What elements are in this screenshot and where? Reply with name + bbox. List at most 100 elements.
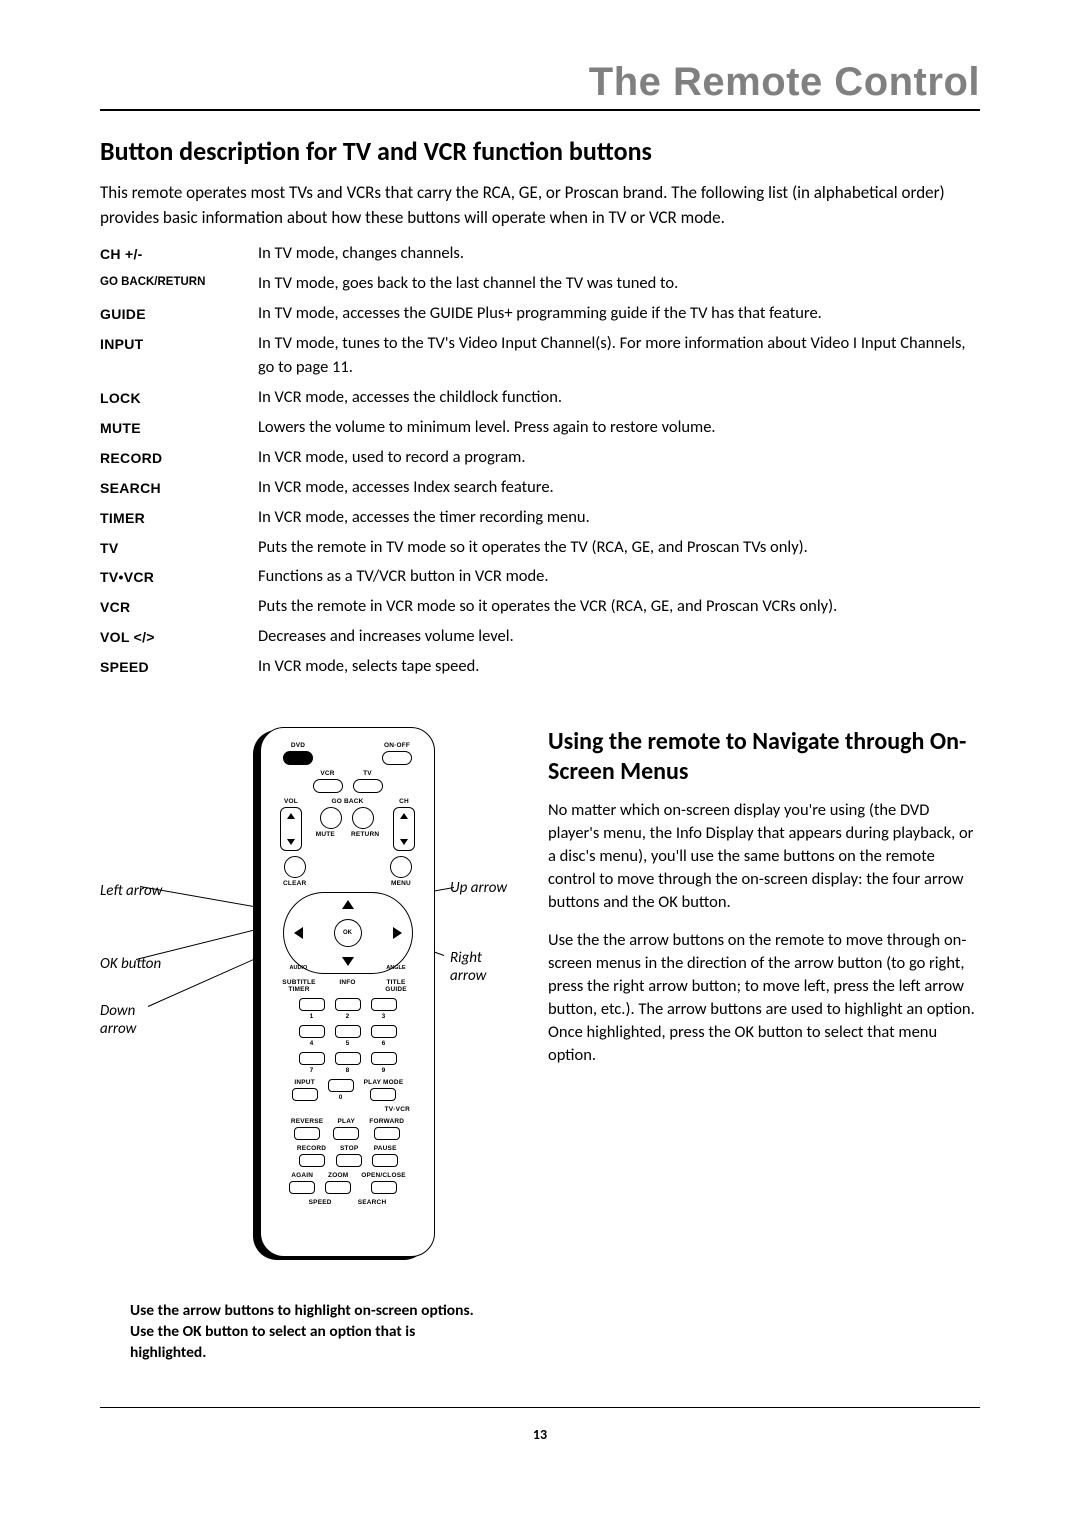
- ok-button: OK: [334, 919, 362, 947]
- bottom-rule: [100, 1407, 980, 1408]
- definition-desc: Puts the remote in TV mode so it operate…: [258, 536, 980, 560]
- chapter-title: The Remote Control: [100, 60, 980, 105]
- remote-label: AGAIN: [291, 1172, 313, 1179]
- vol-ch-cluster: VOL GO BACK MUTE RETURN: [275, 798, 420, 851]
- record-button: [299, 1154, 325, 1167]
- remote-label: 5: [346, 1040, 350, 1047]
- menu-button: [390, 856, 412, 878]
- tvvcr-row: TV·VCR: [275, 1106, 420, 1113]
- definition-desc: In VCR mode, accesses the childlock func…: [258, 386, 980, 410]
- num-3-button: [371, 998, 397, 1011]
- remote-label: SPEED: [309, 1199, 332, 1206]
- remote-label: ANGLE: [386, 965, 405, 971]
- numpad-row: 789: [275, 1052, 420, 1074]
- callout-left-arrow: Left arrow: [100, 882, 170, 900]
- remote-label: 3: [382, 1013, 386, 1020]
- remote-label: MUTE: [316, 831, 335, 838]
- playmode-button: [370, 1088, 396, 1101]
- remote-label: AUDIO: [290, 965, 308, 971]
- definition-term: LOCK: [100, 386, 250, 410]
- definition-term: RECORD: [100, 446, 250, 470]
- pause-button: [372, 1154, 398, 1167]
- play-button: [333, 1127, 359, 1140]
- num-1-button: [299, 998, 325, 1011]
- remote-label: INFO: [339, 979, 355, 993]
- num-6-button: [371, 1025, 397, 1038]
- transport-row: AGAIN ZOOM OPEN/CLOSE: [275, 1172, 420, 1194]
- dvd-button: [283, 751, 313, 765]
- callout-right-arrow: Right arrow: [450, 949, 520, 985]
- remote-label: 1: [310, 1013, 314, 1020]
- remote-row: CLEAR MENU: [275, 856, 420, 887]
- page: The Remote Control Button description fo…: [0, 0, 1080, 1483]
- intro-paragraph: This remote operates most TVs and VCRs t…: [100, 181, 980, 230]
- remote-label: 8: [346, 1067, 350, 1074]
- definition-list: CH +/- In TV mode, changes channels. GO BA…: [100, 242, 980, 679]
- definition-desc: Functions as a TV/VCR button in VCR mode…: [258, 565, 980, 589]
- zoom-button: [325, 1181, 351, 1194]
- definition-term: SPEED: [100, 655, 250, 679]
- definition-term: TV: [100, 536, 250, 560]
- mid-buttons: GO BACK MUTE RETURN: [316, 798, 380, 851]
- remote-label: PAUSE: [374, 1145, 397, 1152]
- definition-desc: In VCR mode, accesses Index search featu…: [258, 476, 980, 500]
- definition-desc: In TV mode, changes channels.: [258, 242, 980, 266]
- remote-label-row: SUBTITLE TIMER INFO TITLE GUIDE: [275, 979, 420, 993]
- definition-term: CH +/-: [100, 242, 250, 266]
- num-4-button: [299, 1025, 325, 1038]
- remote-label: ON·OFF: [384, 742, 410, 749]
- callout-ok-button: OK button: [100, 955, 170, 973]
- section-title: Button description for TV and VCR functi…: [100, 135, 980, 167]
- num-5-button: [335, 1025, 361, 1038]
- remote-label: OK: [343, 930, 352, 936]
- remote-caption: Use the arrow buttons to highlight on-sc…: [130, 1301, 490, 1364]
- remote-col-onoff: ON·OFF: [382, 742, 412, 765]
- callout-ok-button-text: OK button: [100, 955, 161, 973]
- remote-label: VCR: [320, 770, 334, 777]
- num-2-button: [335, 998, 361, 1011]
- ch-rocker: [393, 807, 415, 851]
- remote-label: 9: [382, 1067, 386, 1074]
- goback-button: [320, 807, 342, 829]
- definition-desc: In TV mode, accesses the GUIDE Plus+ pro…: [258, 302, 980, 326]
- onoff-button: [382, 751, 412, 765]
- remote-label: SUBTITLE TIMER: [281, 979, 317, 993]
- remote-label: OPEN/CLOSE: [361, 1172, 406, 1179]
- input-button: [292, 1088, 318, 1101]
- remote-column: Left arrow OK button Down arrow Up arrow: [100, 727, 520, 1379]
- tv-button: [353, 779, 383, 793]
- paragraph-2: Use the the arrow buttons on the remote …: [548, 929, 980, 1068]
- definition-term: MUTE: [100, 416, 250, 440]
- down-arrow-icon: [342, 957, 354, 966]
- remote-label: DVD: [291, 742, 305, 749]
- remote-label: SEARCH: [358, 1199, 387, 1206]
- reverse-button: [294, 1127, 320, 1140]
- remote-label: FORWARD: [369, 1118, 404, 1125]
- ch-side: CH: [390, 798, 418, 851]
- remote-label: VOL: [284, 798, 298, 805]
- remote-label: TV·VCR: [385, 1106, 410, 1113]
- remote-label: 6: [382, 1040, 386, 1047]
- definition-desc: In TV mode, goes back to the last channe…: [258, 272, 980, 296]
- remote-label: PLAY MODE: [364, 1079, 404, 1086]
- right-arrow-icon: [393, 927, 402, 939]
- remote-label: 2: [346, 1013, 350, 1020]
- top-rule: [100, 109, 980, 111]
- return-button: [352, 807, 374, 829]
- definition-term: VOL </>: [100, 625, 250, 649]
- callout-down-arrow: Down arrow: [100, 1002, 170, 1038]
- remote-label: INPUT: [294, 1079, 315, 1086]
- remote-label: TV: [363, 770, 372, 777]
- remote-label: RECORD: [297, 1145, 326, 1152]
- definition-term: GO BACK/RETURN: [100, 272, 250, 296]
- definition-term: TV•VCR: [100, 565, 250, 589]
- numpad-row: 456: [275, 1025, 420, 1047]
- again-button: [289, 1181, 315, 1194]
- definition-desc: In VCR mode, used to record a program.: [258, 446, 980, 470]
- remote-col-dvd: DVD: [283, 742, 313, 765]
- vol-side: VOL: [277, 798, 305, 851]
- openclose-button: [371, 1181, 397, 1194]
- subsection-title: Using the remote to Navigate through On-…: [548, 727, 980, 787]
- remote-col-tv: TV: [353, 770, 383, 793]
- callout-up-arrow: Up arrow: [450, 879, 530, 897]
